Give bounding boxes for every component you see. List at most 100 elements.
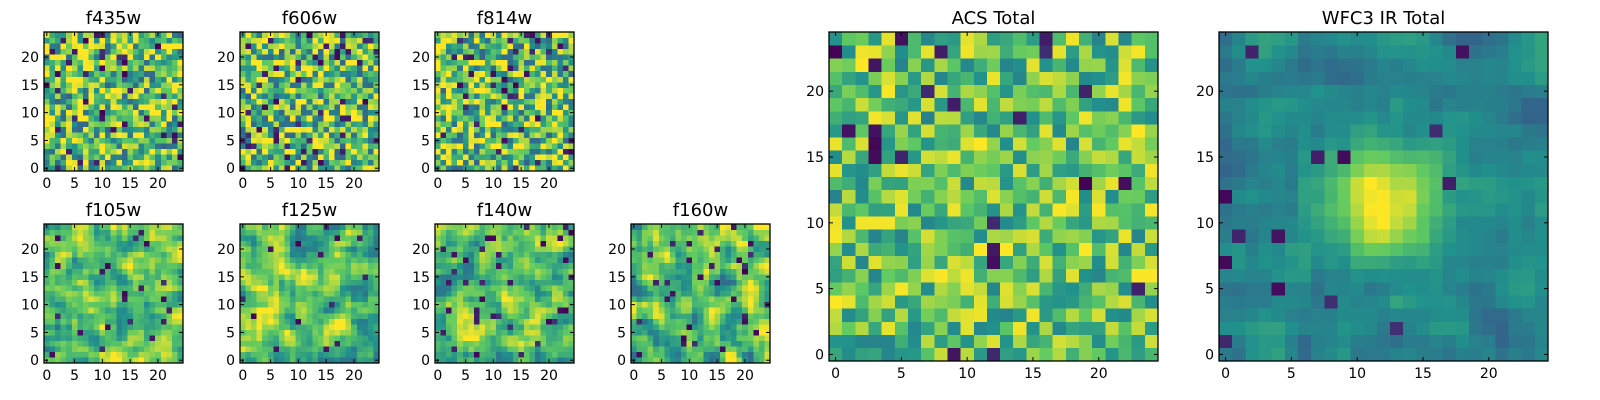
heatmap-cell bbox=[116, 285, 123, 292]
heatmap-cell bbox=[160, 346, 167, 353]
heatmap-cell bbox=[457, 126, 464, 133]
heatmap-cell bbox=[529, 318, 536, 325]
heatmap-cell bbox=[1144, 347, 1159, 362]
heatmap-cell bbox=[177, 307, 184, 314]
heatmap-cell bbox=[725, 312, 732, 319]
heatmap-cell bbox=[490, 251, 497, 258]
heatmap-cell bbox=[345, 312, 352, 319]
heatmap-cell bbox=[367, 70, 374, 77]
heatmap-cell bbox=[551, 48, 558, 55]
heatmap-cell bbox=[356, 32, 363, 38]
heatmap-cell bbox=[697, 251, 704, 258]
heatmap-cell bbox=[457, 335, 464, 342]
heatmap-cell bbox=[529, 307, 536, 314]
heatmap-cell bbox=[312, 351, 319, 358]
heatmap-cell bbox=[1105, 295, 1119, 309]
heatmap-cell bbox=[323, 104, 330, 111]
heatmap-cell bbox=[518, 307, 525, 314]
heatmap-cell bbox=[155, 290, 162, 297]
heatmap-cell bbox=[334, 120, 341, 127]
heatmap-cell bbox=[328, 296, 335, 303]
heatmap-cell bbox=[301, 120, 308, 127]
heatmap-cell bbox=[647, 318, 654, 325]
heatmap-cell bbox=[373, 346, 380, 353]
heatmap-cell bbox=[94, 274, 100, 280]
heatmap-cell bbox=[138, 274, 145, 280]
heatmap-cell bbox=[490, 285, 497, 292]
heatmap-cell bbox=[973, 268, 988, 283]
heatmap-cell bbox=[88, 257, 95, 264]
heatmap-cell bbox=[278, 115, 285, 122]
heatmap-cell bbox=[1000, 242, 1014, 257]
heatmap-cell bbox=[362, 351, 369, 358]
heatmap-cell bbox=[267, 37, 274, 44]
heatmap-cell bbox=[1105, 163, 1119, 178]
heatmap-cell bbox=[451, 87, 458, 94]
heatmap-cell bbox=[273, 48, 280, 55]
heatmap-cell bbox=[362, 301, 369, 308]
heatmap-cell bbox=[501, 65, 508, 72]
heatmap-cell bbox=[306, 324, 313, 330]
heatmap-cell bbox=[1079, 189, 1093, 204]
heatmap-cell bbox=[551, 143, 558, 150]
heatmap-cell bbox=[568, 76, 575, 83]
heatmap-cell bbox=[681, 251, 687, 258]
heatmap-cell bbox=[1013, 295, 1027, 309]
heatmap-cell bbox=[562, 312, 569, 319]
heatmap-cell bbox=[356, 126, 363, 133]
heatmap-cell bbox=[110, 329, 117, 336]
heatmap-cell bbox=[435, 251, 441, 258]
heatmap-cell bbox=[947, 321, 961, 335]
heatmap-cell bbox=[664, 307, 671, 314]
heatmap-cell bbox=[44, 251, 50, 258]
heatmap-cell bbox=[568, 154, 575, 161]
heatmap-cell bbox=[116, 98, 123, 105]
heatmap-cell bbox=[71, 48, 78, 55]
heatmap-cell bbox=[127, 290, 134, 297]
heatmap-cell bbox=[121, 224, 128, 230]
heatmap-cell bbox=[317, 324, 324, 330]
heatmap-cell bbox=[692, 296, 699, 303]
heatmap-cell bbox=[367, 324, 374, 330]
heatmap-cell bbox=[758, 335, 765, 342]
heatmap-cell bbox=[568, 104, 575, 111]
heatmap-cell bbox=[1079, 321, 1093, 335]
heatmap-cell bbox=[501, 143, 508, 150]
heatmap-cell bbox=[631, 268, 637, 275]
heatmap-cell bbox=[490, 351, 497, 358]
heatmap-cell bbox=[669, 262, 676, 269]
heatmap-cell bbox=[507, 329, 514, 336]
heatmap-cell bbox=[267, 324, 274, 330]
heatmap-cell bbox=[278, 98, 285, 105]
heatmap-cell bbox=[719, 307, 726, 314]
heatmap-cell bbox=[160, 318, 167, 325]
heatmap-cell bbox=[518, 65, 525, 72]
heatmap-cell bbox=[323, 154, 330, 161]
heatmap-cell bbox=[473, 120, 480, 127]
heatmap-cell bbox=[94, 268, 100, 275]
heatmap-cell bbox=[473, 335, 480, 342]
heatmap-cell bbox=[960, 229, 975, 243]
heatmap-cell bbox=[1144, 163, 1159, 178]
heatmap-cell bbox=[468, 240, 475, 247]
heatmap-cell bbox=[66, 318, 73, 325]
heatmap-cell bbox=[99, 87, 106, 94]
heatmap-cell bbox=[540, 224, 547, 230]
heatmap-cell bbox=[568, 351, 575, 358]
heatmap-cell bbox=[77, 351, 84, 358]
heatmap-cell bbox=[256, 43, 263, 49]
heatmap-cell bbox=[708, 357, 715, 364]
heatmap-cell bbox=[1065, 295, 1080, 309]
heatmap-cell bbox=[479, 240, 486, 247]
heatmap-cell bbox=[731, 279, 737, 286]
heatmap-cell bbox=[653, 246, 660, 253]
heatmap-cell bbox=[562, 351, 569, 358]
heatmap-cell bbox=[1079, 268, 1093, 283]
heatmap-cell bbox=[273, 76, 280, 83]
heatmap-cell bbox=[562, 148, 569, 155]
heatmap-cell bbox=[529, 251, 536, 258]
heatmap-cell bbox=[535, 54, 541, 61]
heatmap-cell bbox=[105, 307, 112, 314]
heatmap-cell bbox=[551, 335, 558, 342]
heatmap-cell bbox=[116, 82, 123, 88]
